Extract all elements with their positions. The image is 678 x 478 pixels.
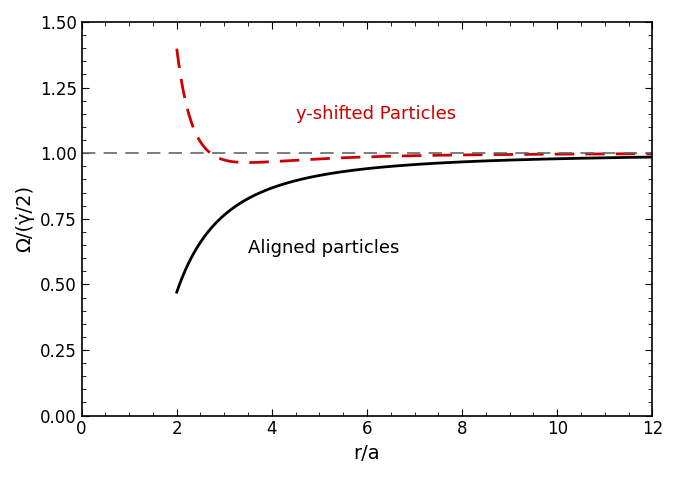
X-axis label: r/a: r/a: [354, 444, 380, 463]
Text: y-shifted Particles: y-shifted Particles: [296, 105, 456, 123]
Y-axis label: Ω/(γ̇/2): Ω/(γ̇/2): [15, 185, 34, 252]
Text: Aligned particles: Aligned particles: [248, 239, 399, 257]
